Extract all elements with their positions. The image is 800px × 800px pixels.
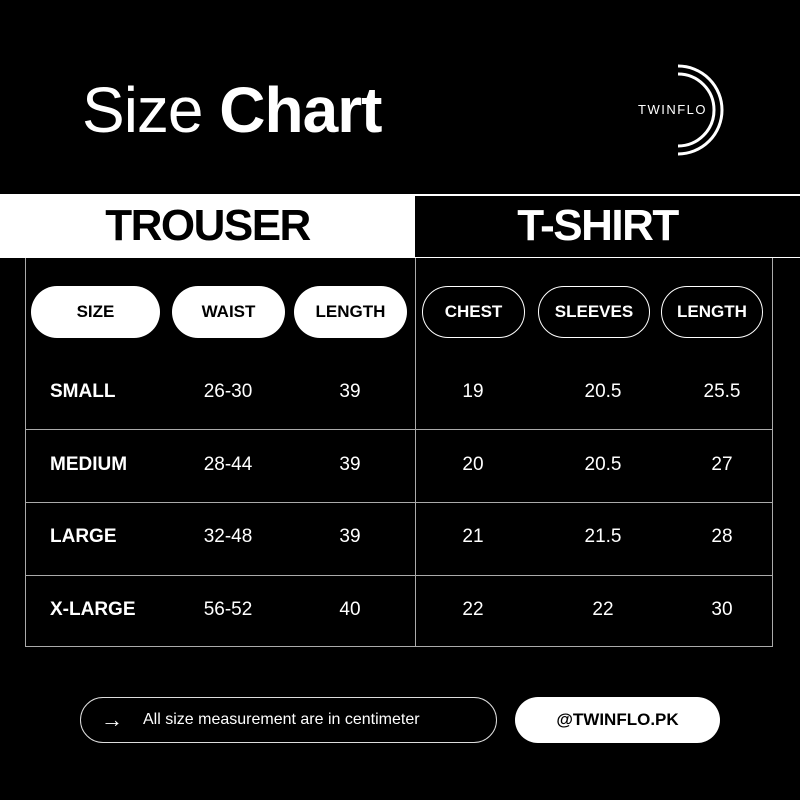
cell-waist: 28-44	[203, 454, 253, 475]
cell-tshirt-length: 25.5	[703, 381, 741, 402]
social-handle-button[interactable]: @TWINFLO.PK	[515, 697, 720, 743]
cell-chest: 20	[462, 454, 484, 475]
measurement-note: → All size measurement are in centimeter	[80, 697, 497, 743]
trouser-heading: TROUSER	[105, 201, 311, 250]
cell-chest: 21	[462, 526, 484, 547]
cell-waist: 32-48	[203, 526, 253, 547]
header-trouser-length: LENGTH	[294, 286, 407, 338]
cell-trouser-length: 39	[339, 454, 361, 475]
logo-text: TWINFLO	[638, 102, 707, 117]
twinflo-logo	[677, 64, 724, 156]
header-tshirt-length: LENGTH	[661, 286, 763, 338]
page-title: Size Chart	[82, 72, 382, 148]
size-label: LARGE	[50, 526, 117, 547]
cell-tshirt-length: 28	[711, 526, 733, 547]
trouser-band	[0, 194, 415, 258]
size-table	[25, 258, 773, 647]
cell-sleeves: 21.5	[584, 526, 622, 547]
title-light: Size	[82, 74, 203, 146]
arrow-right-icon: →	[101, 707, 123, 732]
header-chest: CHEST	[422, 286, 525, 338]
cell-tshirt-length: 27	[711, 454, 733, 475]
note-text: All size measurement are in centimeter	[143, 711, 420, 728]
tshirt-heading: T-SHIRT	[517, 201, 679, 250]
cell-waist: 26-30	[203, 381, 253, 402]
section-divider	[415, 258, 416, 647]
size-label: MEDIUM	[50, 454, 128, 475]
cell-waist: 56-52	[203, 599, 253, 620]
cell-chest: 19	[462, 381, 484, 402]
cell-sleeves: 20.5	[584, 454, 622, 475]
logo-inner-arc	[677, 72, 716, 148]
size-label: X-LARGE	[50, 599, 136, 620]
cell-trouser-length: 40	[339, 599, 361, 620]
cell-tshirt-length: 30	[711, 599, 733, 620]
row-divider	[25, 429, 773, 430]
cell-sleeves: 22	[592, 599, 614, 620]
header-size: SIZE	[31, 286, 160, 338]
row-divider	[25, 575, 773, 576]
cell-trouser-length: 39	[339, 526, 361, 547]
header-waist: WAIST	[172, 286, 285, 338]
logo-outer-arc	[677, 64, 724, 156]
cell-sleeves: 20.5	[584, 381, 622, 402]
cell-trouser-length: 39	[339, 381, 361, 402]
title-bold: Chart	[219, 74, 382, 146]
tshirt-band	[415, 194, 800, 258]
header-sleeves: SLEEVES	[538, 286, 650, 338]
size-label: SMALL	[50, 381, 116, 402]
cell-chest: 22	[462, 599, 484, 620]
row-divider	[25, 502, 773, 503]
